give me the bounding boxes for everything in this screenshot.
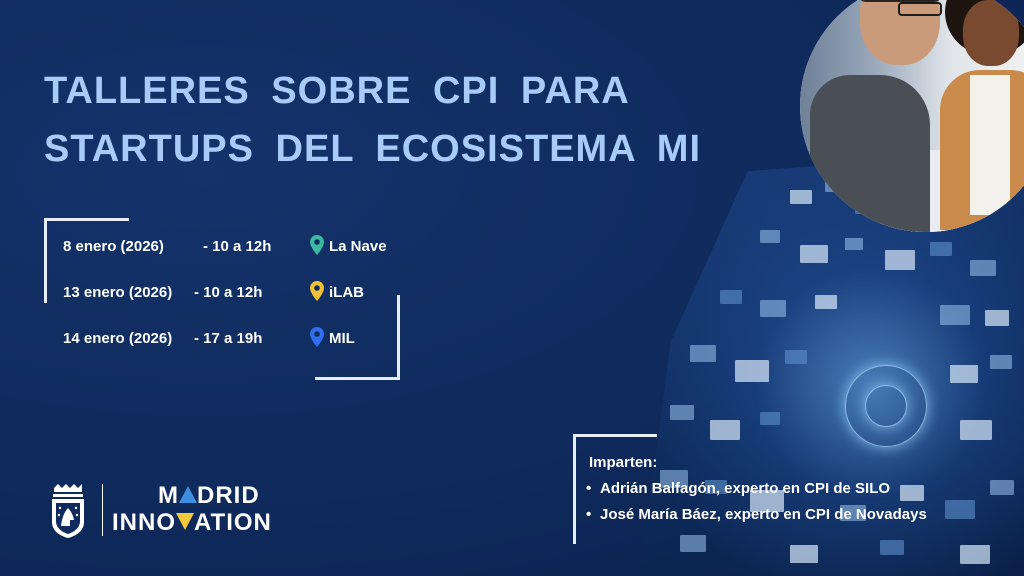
map-pin-icon	[310, 235, 324, 255]
speaker-item: José María Báez, experto en CPI de Novad…	[586, 506, 927, 532]
session-date: 13 enero (2026)	[63, 284, 173, 301]
session-time: - 10 a 12h	[203, 238, 272, 255]
session-date: 8 enero (2026)	[63, 238, 164, 255]
triangle-down-icon	[176, 513, 194, 530]
map-pin-icon	[310, 327, 324, 347]
map-pin-icon	[310, 281, 324, 301]
session-time: - 10 a 12h	[194, 284, 263, 301]
session-place: iLAB	[329, 284, 364, 301]
title-line-2: STARTUPS DEL ECOSISTEMA MI	[44, 128, 702, 170]
madrid-innovation-logo: M DRID INNO ATION	[112, 482, 272, 536]
schedule-frame-right	[397, 295, 400, 380]
session-place: MIL	[329, 330, 355, 347]
business-meeting-photo	[800, 0, 1024, 232]
schedule-frame-bottom	[315, 377, 400, 380]
schedule-frame-top	[44, 218, 129, 221]
triangle-up-icon	[179, 486, 197, 503]
schedule-frame-left	[44, 218, 47, 303]
speakers-heading: Imparten:	[589, 454, 658, 471]
logo-divider	[102, 484, 103, 536]
title-line-1: TALLERES SOBRE CPI PARA	[44, 70, 630, 112]
logo-text-part: DRID	[197, 482, 260, 509]
logo-text-part: INNO	[112, 509, 176, 536]
session-place: La Nave	[329, 238, 387, 255]
session-date: 14 enero (2026)	[63, 330, 173, 347]
logo-text-part: ATION	[194, 509, 272, 536]
speakers-frame-top	[573, 434, 657, 437]
speakers-list: Adrián Balfagón, experto en CPI de SILO …	[586, 480, 927, 532]
speakers-frame-left	[573, 434, 576, 544]
madrid-crest-icon	[52, 484, 84, 538]
speaker-item: Adrián Balfagón, experto en CPI de SILO	[586, 480, 927, 506]
logo-text-part: M	[158, 482, 179, 509]
session-time: - 17 a 19h	[194, 330, 263, 347]
page-title: TALLERES SOBRE CPI PARA STARTUPS DEL ECO…	[44, 62, 701, 178]
